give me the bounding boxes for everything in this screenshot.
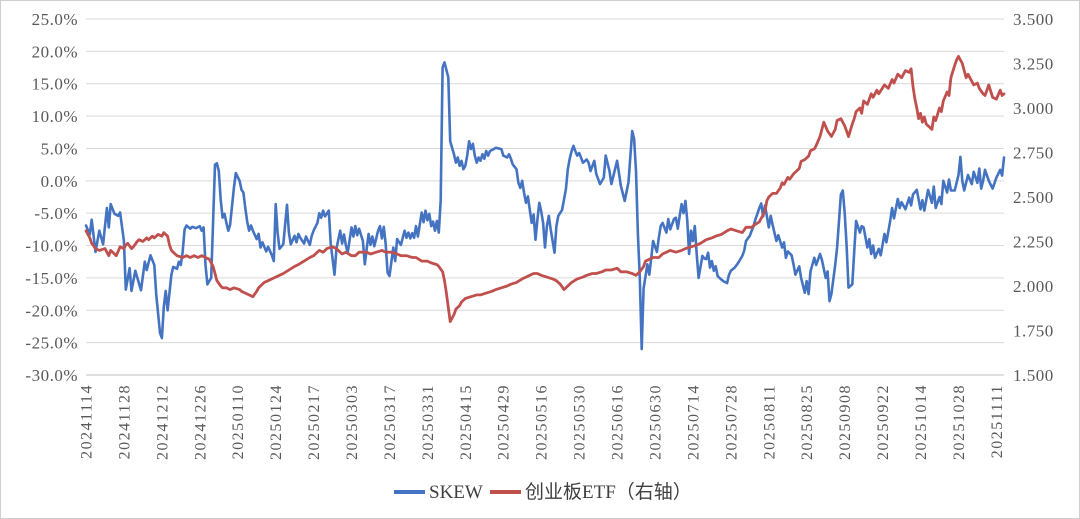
x-tick-label: 20250616 xyxy=(610,384,627,460)
x-tick-label: 20250331 xyxy=(420,384,437,460)
x-tick-label: 20250317 xyxy=(382,384,399,460)
x-tick-label: 20250714 xyxy=(685,384,702,460)
legend-etf-label: 创业板ETF（右轴） xyxy=(525,481,692,503)
x-tick-label: 20250811 xyxy=(761,384,778,459)
y-right-tick-label: 1.750 xyxy=(1013,322,1054,341)
x-axis-tick-labels: 20241114 20241128 20241212 20241226 20250110… xyxy=(78,384,1005,460)
x-tick-label: 20250825 xyxy=(799,384,816,460)
etf-series-line xyxy=(84,55,1006,324)
x-tick-label: 20251014 xyxy=(913,384,930,460)
y-left-tick-label: 0.0% xyxy=(41,172,78,191)
y-right-tick-label: 3.000 xyxy=(1013,99,1054,118)
x-tick-label: 20251111 xyxy=(989,384,1006,458)
y-left-tick-label: 10.0% xyxy=(32,107,78,126)
x-tick-label: 20250415 xyxy=(458,384,475,460)
y-left-tick-label: -15.0% xyxy=(25,269,78,288)
y-right-tick-label: 2.500 xyxy=(1013,188,1054,207)
x-tick-label: 20250217 xyxy=(306,384,323,460)
x-tick-label: 20241226 xyxy=(192,384,209,460)
y-right-tick-label: 2.250 xyxy=(1013,233,1054,252)
x-tick-label: 20241212 xyxy=(154,384,171,460)
x-tick-label: 20241114 xyxy=(78,384,95,459)
y-axis-right-tick-labels: 3.500 3.250 3.000 2.750 2.500 2.250 2.000 1.750… xyxy=(1013,10,1054,385)
y-right-tick-label: 2.750 xyxy=(1013,144,1054,163)
x-tick-label: 20250530 xyxy=(572,384,589,460)
gridlines xyxy=(86,18,1004,376)
y-left-tick-label: 20.0% xyxy=(32,42,78,61)
x-tick-label: 20251028 xyxy=(951,384,968,460)
x-tick-label: 20250728 xyxy=(723,384,740,460)
x-tick-label: 20250908 xyxy=(837,384,854,460)
y-left-tick-label: -20.0% xyxy=(25,301,78,320)
skew-series-line xyxy=(84,61,1006,351)
x-tick-label: 20250110 xyxy=(230,384,247,459)
y-right-tick-label: 3.250 xyxy=(1013,55,1054,74)
y-left-tick-label: -25.0% xyxy=(25,334,78,353)
legend: SKEW 创业板ETF（右轴） xyxy=(394,481,692,503)
y-left-tick-label: -10.0% xyxy=(25,237,78,256)
y-right-tick-label: 2.000 xyxy=(1013,277,1054,296)
x-tick-label: 20250630 xyxy=(647,384,664,460)
y-left-tick-label: -5.0% xyxy=(34,204,78,223)
y-right-tick-label: 3.500 xyxy=(1013,10,1054,29)
x-tick-label: 20250429 xyxy=(496,384,513,460)
y-left-tick-label: 5.0% xyxy=(41,139,78,158)
legend-skew-label: SKEW xyxy=(429,482,483,503)
x-tick-label: 20250303 xyxy=(344,384,361,460)
y-left-tick-label: -30.0% xyxy=(25,366,78,385)
y-right-tick-label: 1.500 xyxy=(1013,366,1054,385)
x-tick-label: 20250124 xyxy=(268,384,285,460)
y-left-tick-label: 15.0% xyxy=(32,75,78,94)
y-left-tick-label: 25.0% xyxy=(32,10,78,29)
x-tick-label: 20250922 xyxy=(875,384,892,460)
x-tick-label: 20250516 xyxy=(534,384,551,460)
x-tick-label: 20241128 xyxy=(116,384,133,459)
y-axis-left-tick-labels: 25.0% 20.0% 15.0% 10.0% 5.0% 0.0% -5.0% -10.0% -… xyxy=(25,10,78,385)
